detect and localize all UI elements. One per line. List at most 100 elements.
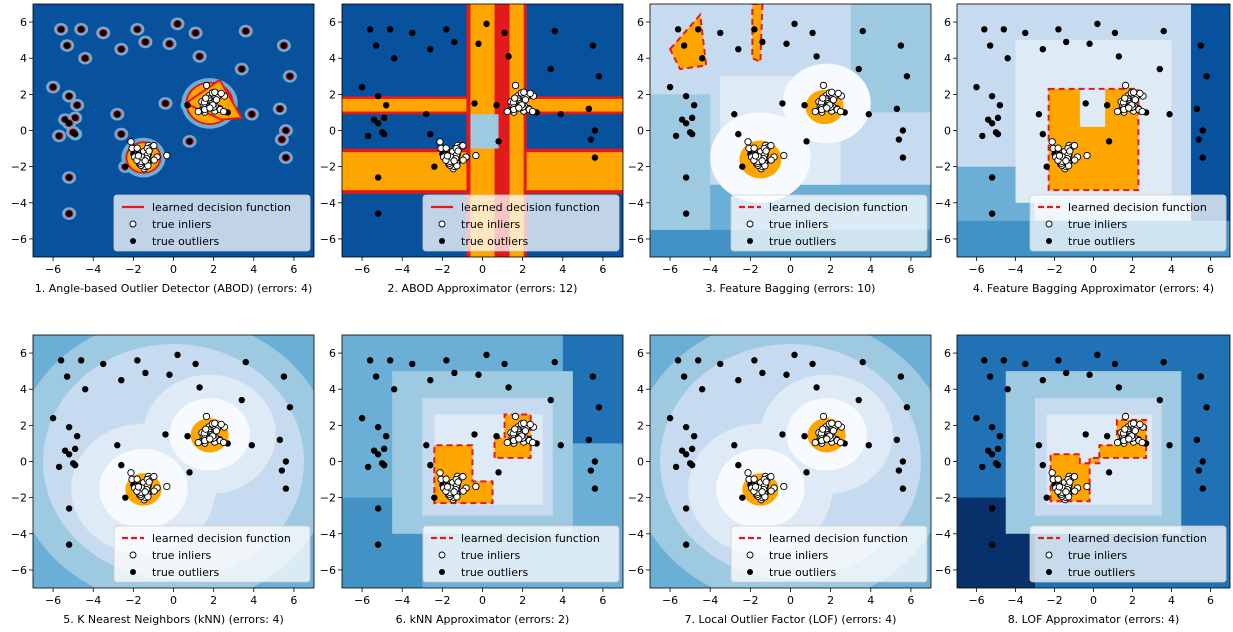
legend-label: learned decision function [152, 532, 291, 545]
y-tick-label: 4 [944, 52, 951, 65]
inlier-point [212, 96, 221, 104]
inlier-point [217, 420, 225, 429]
plot-area [33, 4, 314, 257]
outlier-point [55, 132, 63, 140]
x-tick-label: 2 [210, 263, 217, 276]
outlier-point [134, 26, 141, 33]
x-tick-label: 2 [519, 263, 526, 276]
legend-box [730, 525, 928, 583]
legend: learned decision function true inliers tru… [1029, 194, 1227, 252]
inlier-point [202, 425, 210, 433]
y-tick-label: −2 [935, 492, 951, 505]
outlier-point [1094, 351, 1101, 359]
outlier-point [981, 357, 988, 364]
legend: learned decision function true inliers tru… [422, 525, 620, 583]
outlier-point [973, 414, 980, 422]
outlier-point [981, 26, 988, 33]
outlier-point [505, 53, 512, 60]
outlier-point [65, 92, 73, 100]
x-tick-label: 6 [1207, 263, 1214, 276]
outlier-point [1055, 26, 1062, 33]
outlier-point [1156, 65, 1164, 73]
inlier-point [1070, 141, 1079, 150]
inlier-point [1062, 488, 1070, 496]
y-tick-label: −6 [628, 564, 644, 577]
outlier-point [501, 360, 508, 368]
y-tick-label: 4 [637, 52, 644, 65]
x-tick-label: −2 [125, 594, 141, 607]
outlier-point [471, 431, 478, 438]
outlier-point [988, 423, 996, 431]
outlier-point [589, 373, 597, 380]
outlier-point [238, 396, 245, 404]
outlier-point [865, 111, 872, 118]
outlier-point [731, 111, 738, 118]
y-tick-label: −2 [935, 161, 951, 174]
decision-boundary [1047, 87, 1140, 192]
outlier-point [382, 433, 390, 440]
x-tick-label: 2 [827, 263, 834, 276]
y-tick-label: 2 [329, 419, 336, 432]
x-tick-label: −4 [702, 263, 718, 276]
outlier-point [372, 42, 380, 49]
outlier-point [122, 494, 129, 501]
inlier-point [212, 427, 221, 435]
inlier-point [750, 475, 758, 483]
outlier-point [1105, 469, 1113, 476]
inlier-point [202, 412, 211, 421]
outlier-point [988, 174, 996, 181]
outlier-point [1035, 442, 1043, 449]
x-tick-label: −6 [968, 594, 984, 607]
x-tick-label: −4 [85, 594, 101, 607]
outlier-point [1055, 357, 1062, 364]
outlier-point [142, 38, 149, 46]
inlier-point [528, 107, 537, 116]
outlier-point [382, 102, 390, 109]
y-tick-label: −6 [320, 564, 336, 577]
legend-outlier-marker [439, 238, 445, 244]
outlier-point [735, 376, 742, 384]
x-tick-label: 6 [599, 263, 606, 276]
outlier-point [443, 26, 450, 33]
inlier-point [1083, 482, 1091, 491]
x-tick-label: 4 [559, 263, 566, 276]
outlier-point [73, 102, 81, 109]
outlier-point [186, 469, 193, 476]
outlier-point [49, 83, 57, 91]
legend-label: true inliers [461, 549, 521, 562]
outlier-point [751, 357, 758, 364]
legend-box [113, 194, 311, 252]
y-tick-label: 4 [944, 383, 951, 396]
y-tick-label: 2 [944, 88, 951, 101]
legend-label: true outliers [461, 235, 528, 248]
outlier-point [903, 73, 911, 80]
y-tick-label: 6 [20, 347, 27, 360]
outlier-point [680, 373, 688, 380]
inlier-point [127, 138, 135, 146]
legend-label: learned decision function [461, 201, 600, 214]
x-tick-label: −6 [662, 594, 678, 607]
outlier-point [735, 130, 742, 138]
outlier-point [897, 42, 905, 49]
outlier-point [686, 129, 694, 136]
y-tick-label: −6 [935, 233, 951, 246]
inlier-point [1055, 152, 1064, 160]
outlier-point [1197, 373, 1204, 380]
inlier-region [751, 4, 764, 64]
outlier-point [409, 29, 416, 37]
inlier-point [219, 438, 228, 447]
outlier-point [973, 83, 980, 91]
legend-outlier-marker [130, 569, 136, 575]
outlier-point [77, 26, 85, 33]
outlier-point [682, 92, 690, 100]
inlier-point [450, 157, 458, 165]
outlier-point [674, 357, 682, 364]
outlier-point [65, 120, 73, 127]
outlier-point [1086, 371, 1093, 378]
legend-box [113, 525, 311, 583]
inlier-point [442, 144, 450, 152]
x-tick-label: −4 [394, 263, 410, 276]
outlier-point [65, 451, 73, 458]
y-tick-label: −6 [11, 233, 27, 246]
outlier-point [895, 136, 903, 143]
